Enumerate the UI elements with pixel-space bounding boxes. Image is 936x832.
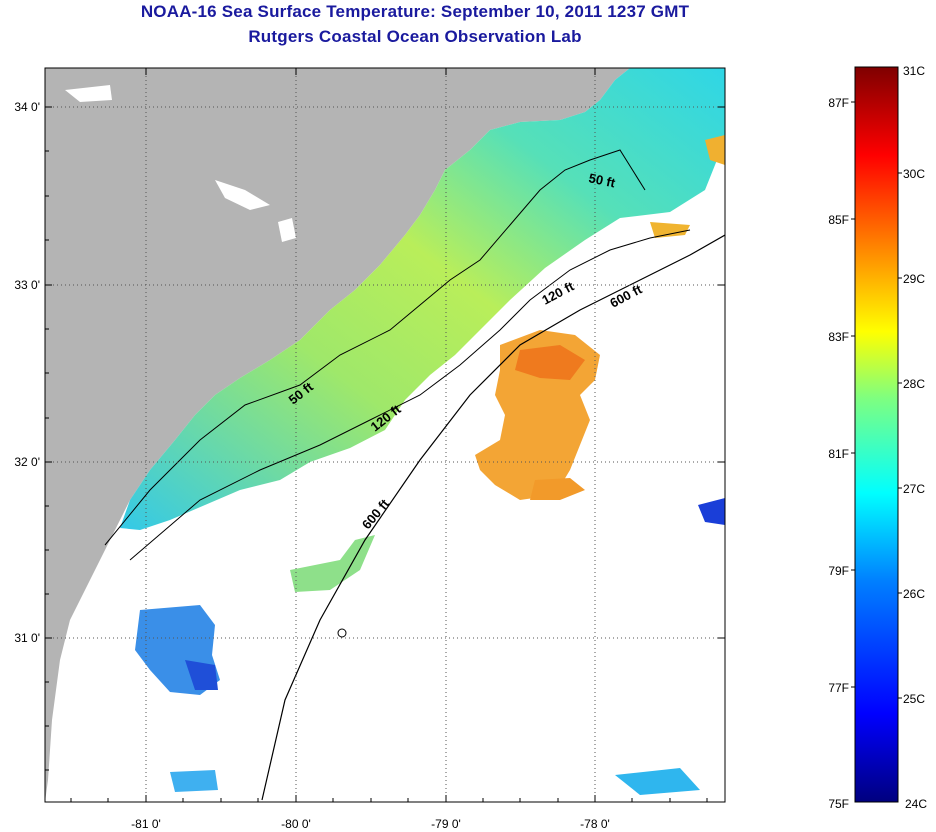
colorbar-c-label: 31C — [903, 64, 925, 78]
cool-water-patch — [615, 768, 700, 795]
graticule — [45, 68, 725, 802]
cool-water-core — [185, 660, 218, 690]
colorbar-f-label: 87F — [828, 96, 849, 110]
colorbar-f-label: 81F — [828, 447, 849, 461]
cool-water-patch — [170, 770, 218, 792]
sst-patch — [290, 535, 375, 592]
warm-water-core — [515, 345, 585, 380]
map-subtitle: Rutgers Coastal Ocean Observation Lab — [248, 27, 582, 46]
colorbar-f-label: 83F — [828, 330, 849, 344]
sst-shelf-water — [120, 68, 725, 530]
contour-600ft — [261, 234, 725, 801]
colorbar-c-label: 26C — [903, 587, 925, 601]
warm-water-patch — [705, 135, 725, 165]
colorbar-c-label: 29C — [903, 272, 925, 286]
cloud-patch — [215, 180, 270, 210]
plot-frame — [44, 67, 726, 803]
axis-ticks — [45, 68, 725, 802]
colorbar-c-label: 24C — [905, 797, 927, 811]
contour-label-50ft-north: 50 ft — [587, 170, 617, 190]
lon-label-80: -80 0' — [281, 817, 311, 831]
cloud-patch — [278, 218, 296, 242]
map-title: NOAA-16 Sea Surface Temperature: Septemb… — [140, 2, 690, 21]
colorbar-ticks — [851, 101, 902, 699]
colorbar-c-label: 25C — [903, 692, 925, 706]
warm-water-patch — [530, 478, 585, 500]
colorbar-c-label: 30C — [903, 167, 925, 181]
cool-water-patch — [698, 498, 725, 525]
colorbar-f-label: 77F — [828, 681, 849, 695]
lat-label-34: 34 0' — [14, 100, 40, 114]
colorbar-f-label: 85F — [828, 213, 849, 227]
lon-label-81: -81 0' — [131, 817, 161, 831]
colorbar — [854, 66, 899, 803]
lon-label-79: -79 0' — [431, 817, 461, 831]
cloud-patch — [65, 85, 112, 102]
colorbar-f-label: 79F — [828, 564, 849, 578]
lat-label-32: 32 0' — [14, 455, 40, 469]
colorbar-c-label: 28C — [903, 377, 925, 391]
warm-water-patch — [650, 222, 690, 238]
lat-label-33: 33 0' — [14, 278, 40, 292]
land-mass — [45, 68, 630, 802]
colorbar-c-label: 27C — [903, 482, 925, 496]
colorbar-f-label: 75F — [828, 797, 849, 811]
contour-120ft — [129, 229, 691, 561]
lon-label-78: -78 0' — [580, 817, 610, 831]
lat-label-31: 31 0' — [14, 631, 40, 645]
contour-ring — [337, 628, 347, 638]
contour-50ft — [104, 149, 646, 546]
